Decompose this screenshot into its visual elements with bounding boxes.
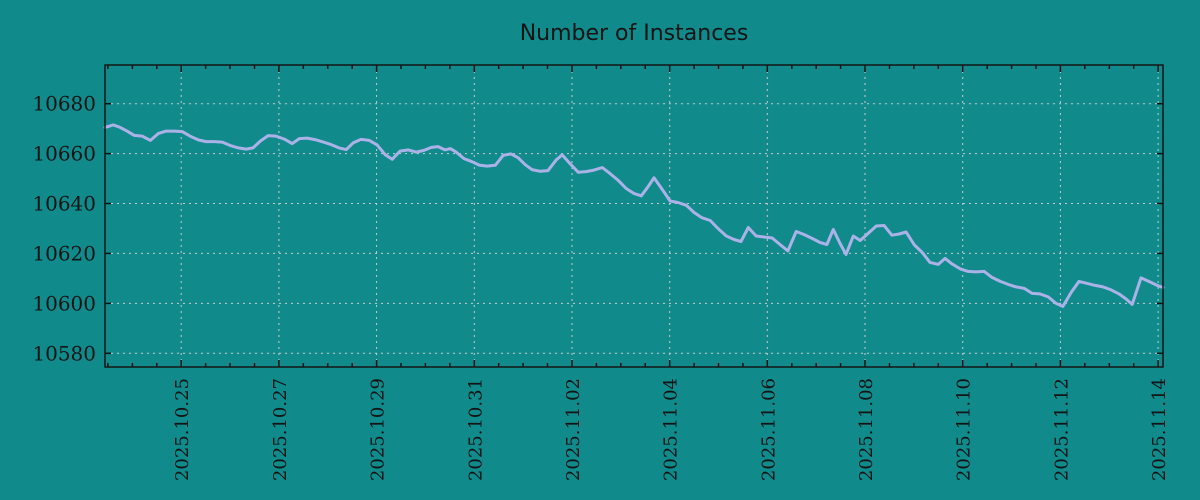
y-tick-label: 10660: [32, 142, 96, 166]
x-tick-label: 2025.11.10: [954, 378, 975, 481]
x-tick-label: 2025.11.04: [661, 378, 682, 481]
grid-layer: [105, 65, 1163, 367]
label-layer: 10580 10600 10620 10640 10660 10680 2025.10.25…: [32, 92, 1170, 481]
x-tick-label: 2025.10.31: [465, 378, 486, 481]
y-tick-label: 10620: [32, 241, 96, 265]
plot-border: [104, 64, 1164, 368]
series-line-instances: [103, 123, 1165, 308]
tick-layer: [105, 65, 1163, 367]
x-tick-label: 2025.11.12: [1051, 378, 1072, 481]
y-tick-label: 10680: [32, 92, 96, 116]
x-tick-label: 2025.11.14: [1149, 378, 1170, 481]
x-tick-label: 2025.10.27: [270, 378, 291, 481]
x-tick-label: 2025.11.08: [856, 378, 877, 481]
y-tick-label: 10640: [32, 192, 96, 216]
y-tick-label: 10580: [32, 341, 96, 365]
series-layer: [103, 123, 1165, 308]
x-tick-label: 2025.10.25: [172, 378, 193, 481]
chart-title: Number of Instances: [520, 21, 749, 46]
axis-layer: [104, 64, 1164, 368]
y-tick-label: 10600: [32, 291, 96, 315]
x-tick-label: 2025.11.02: [563, 378, 584, 481]
x-tick-label: 2025.10.29: [368, 378, 389, 481]
x-tick-label: 2025.11.06: [758, 378, 779, 481]
